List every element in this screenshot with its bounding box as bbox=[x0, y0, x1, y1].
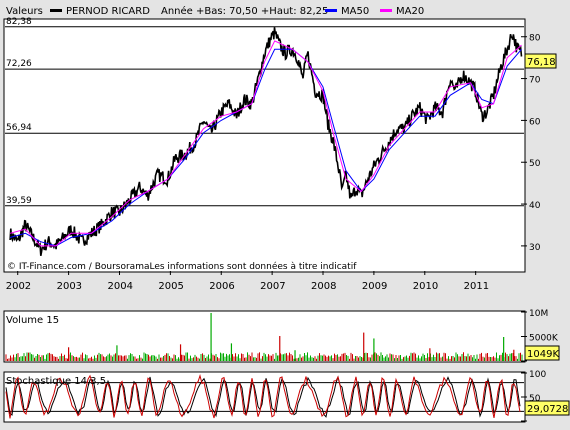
year-label-2005: 2005 bbox=[158, 281, 183, 292]
level-label-1: 72,26 bbox=[6, 59, 32, 69]
stochastic-right-axis: 100 50 bbox=[521, 370, 546, 422]
year-axis: 2002 2003 2004 2005 2006 2007 2008 2009 2010 2011 bbox=[6, 271, 489, 292]
stochastic-reference-lines bbox=[5, 382, 524, 412]
ma20-legend-swatch bbox=[380, 9, 392, 12]
year-label-2008: 2008 bbox=[311, 281, 336, 292]
volume-last-value: 1049K bbox=[527, 349, 559, 360]
volume-last-box bbox=[524, 345, 560, 361]
stochastic-series-group bbox=[5, 374, 521, 419]
level-label-3: 39,59 bbox=[6, 196, 32, 206]
volume-bars bbox=[5, 312, 523, 361]
price-level-labels: 82,38 72,26 56,94 39,59 bbox=[6, 17, 32, 206]
year-label-2004: 2004 bbox=[107, 281, 132, 292]
volume-title: Volume 15 bbox=[6, 315, 59, 326]
instrument-name: PERNOD RICARD bbox=[66, 6, 150, 17]
ma20-legend-label: MA20 bbox=[396, 6, 424, 17]
year-label-2002: 2002 bbox=[6, 281, 31, 292]
price-tick-label-5: 80 bbox=[529, 34, 541, 44]
ma50-legend-label: MA50 bbox=[341, 6, 369, 17]
ma50-series-line bbox=[9, 48, 522, 247]
year-label-2007: 2007 bbox=[260, 281, 285, 292]
ma20-series-line bbox=[9, 40, 522, 247]
volume-tick-label-1: 5000K bbox=[529, 334, 559, 344]
price-tick-label-4: 70 bbox=[529, 76, 541, 86]
last-price-box bbox=[524, 53, 557, 69]
ma50-legend-swatch bbox=[325, 9, 337, 12]
year-label-2009: 2009 bbox=[362, 281, 387, 292]
volume-right-axis: 10M 5000K bbox=[521, 309, 559, 362]
year-label-2006: 2006 bbox=[209, 281, 234, 292]
stochastic-tick-label-0: 100 bbox=[529, 370, 546, 380]
price-series-group bbox=[9, 27, 523, 256]
valeurs-label: Valeurs bbox=[6, 6, 43, 17]
year-range-text: Année +Bas: 70,50 +Haut: 82,25 bbox=[161, 5, 328, 17]
stochastic-title: Stochastique 14,3,5 bbox=[6, 376, 106, 387]
stochastic-last-value: 29,0728 bbox=[527, 404, 568, 415]
price-tick-label-1: 40 bbox=[529, 201, 541, 211]
stochastic-last-box bbox=[524, 400, 570, 416]
year-label-2010: 2010 bbox=[413, 281, 438, 292]
stochastic-main-line bbox=[5, 374, 521, 419]
price-right-axis: 30 40 50 60 70 80 bbox=[521, 34, 541, 253]
year-label-2003: 2003 bbox=[57, 281, 82, 292]
price-tick-label-2: 50 bbox=[529, 159, 541, 169]
price-legend-swatch bbox=[50, 9, 62, 12]
stochastic-tick-label-1: 50 bbox=[529, 394, 541, 404]
year-label-2011: 2011 bbox=[464, 281, 489, 292]
price-tick-label-0: 30 bbox=[529, 243, 541, 253]
volume-tick-label-0: 10M bbox=[529, 309, 548, 319]
level-label-2: 56,94 bbox=[6, 123, 32, 133]
last-price-value: 76,18 bbox=[527, 57, 556, 68]
level-label-0: 82,38 bbox=[6, 17, 32, 27]
copyright-notice: © IT-Finance.com / BoursoramaLes informa… bbox=[7, 261, 357, 272]
stochastic-panel bbox=[3, 371, 526, 423]
price-tick-label-3: 60 bbox=[529, 117, 541, 127]
